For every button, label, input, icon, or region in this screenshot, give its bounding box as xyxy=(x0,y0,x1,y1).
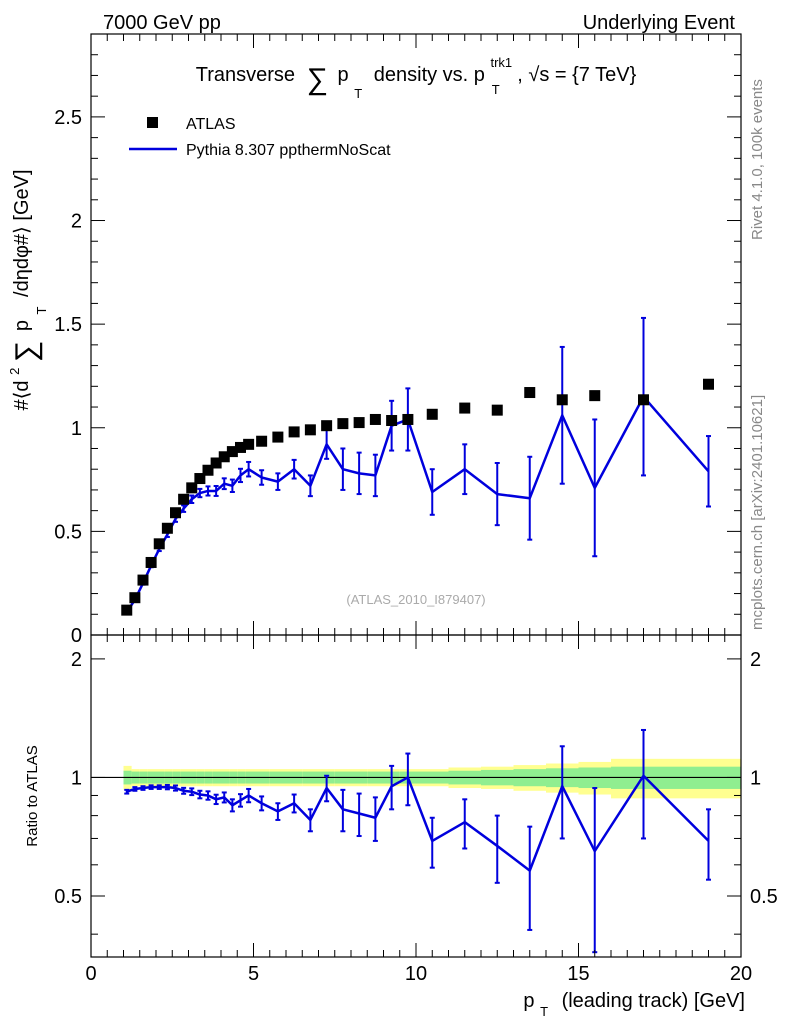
legend-atlas-marker xyxy=(147,117,158,128)
atlas-data-point xyxy=(129,592,141,604)
atlas-data-point xyxy=(459,402,471,414)
xlabel-rest: (leading track) [GeV] xyxy=(562,990,745,1012)
atlas-data-point xyxy=(121,604,133,616)
ratio-y-tick-label: 2 xyxy=(71,649,82,671)
x-tick-label: 20 xyxy=(730,963,752,985)
ratio-y-tick-labels: 0.5 0.5 1 1 2 2 xyxy=(54,649,778,908)
atlas-data-point xyxy=(202,464,214,476)
ratio-frame xyxy=(90,634,742,958)
atlas-data-point xyxy=(186,482,198,494)
atlas-data-point xyxy=(321,420,333,432)
pythia-line xyxy=(125,395,710,613)
x-tick-label: 10 xyxy=(405,963,427,985)
atlas-data-point xyxy=(386,415,398,427)
xlabel-p: p xyxy=(523,990,534,1012)
ratio-y-label: Ratio to ATLAS xyxy=(24,745,41,846)
rivet-label: Rivet 4.1.0, 100k events xyxy=(749,79,766,240)
ylabel-sup: 2 xyxy=(7,368,22,375)
title-sub-t2: T xyxy=(492,82,500,97)
atlas-data-point xyxy=(304,424,316,436)
ratio-panel: 0.5 0.5 1 1 2 2 0 5 10 15 20 Ratio to ATLAS p T (… xyxy=(24,634,778,1021)
atlas-data-point xyxy=(369,413,381,425)
ylabel-sum: ∑ xyxy=(10,341,43,362)
ratio-y-tick-label-right: 0.5 xyxy=(750,886,778,908)
atlas-data-point xyxy=(153,538,165,550)
x-axis-label: p T (leading track) [GeV] xyxy=(523,990,745,1021)
ratio-y-tick-label-right: 1 xyxy=(750,767,761,789)
x-tick-labels: 0 5 10 15 20 xyxy=(85,963,752,985)
main-y-label: #⟨d 2 ∑ p T /dηdφ#⟩ [GeV] xyxy=(2,169,51,410)
mcplots-label: mcplots.cern.ch [arXiv:2401.10621] xyxy=(749,395,766,630)
title-suffix: , √s = {7 TeV} xyxy=(517,64,636,86)
atlas-data-point xyxy=(524,387,536,399)
main-y-tick-label: 2.5 xyxy=(54,107,82,129)
atlas-data-point xyxy=(426,408,438,420)
ylabel-a: #⟨d xyxy=(11,380,33,410)
ratio-marks xyxy=(124,728,711,954)
atlas-data-point xyxy=(218,451,230,463)
atlas-data-point xyxy=(161,522,173,534)
title-prefix: Transverse xyxy=(196,64,295,86)
analysis-watermark: (ATLAS_2010_I879407) xyxy=(346,592,485,607)
main-title: Transverse ∑ p T density vs. p trk1 T , … xyxy=(196,50,637,103)
x-tick-label: 15 xyxy=(567,963,589,985)
atlas-data-point xyxy=(272,431,284,443)
legend-atlas-label: ATLAS xyxy=(186,116,236,133)
atlas-data-point xyxy=(145,556,157,568)
atlas-data-point xyxy=(178,493,190,505)
atlas-data-point xyxy=(402,413,414,425)
main-y-tick-label: 1.5 xyxy=(54,314,82,336)
atlas-data-point xyxy=(210,457,222,469)
main-panel: (ATLAS_2010_I879407) 0.5 1 1.5 2 2.5 0 Transv… xyxy=(2,33,742,647)
main-y-tick-label: 1 xyxy=(71,418,82,440)
atlas-data-point xyxy=(556,394,568,406)
title-mid: density vs. p xyxy=(374,64,485,86)
x-tick-label: 5 xyxy=(248,963,259,985)
ratio-bands xyxy=(91,758,741,799)
main-y-tick-labels: 0.5 1 1.5 2 2.5 0 xyxy=(54,107,82,647)
atlas-data-point xyxy=(703,378,714,390)
header-left: 7000 GeV pp xyxy=(103,12,221,34)
ratio-y-tick-label: 1 xyxy=(71,767,82,789)
atlas-data-point xyxy=(337,418,349,430)
ratio-y-tick-label-right: 2 xyxy=(750,649,761,671)
title-sup: trk1 xyxy=(490,55,512,70)
ylabel-p: p xyxy=(11,320,33,331)
atlas-data-point xyxy=(353,417,365,429)
x-tick-label: 0 xyxy=(85,963,96,985)
ylabel-sub: T xyxy=(34,306,49,314)
atlas-data-point xyxy=(226,446,238,458)
main-y-tick-label-zero: 0 xyxy=(71,625,82,647)
xlabel-sub: T xyxy=(540,1004,548,1019)
title-sub-t: T xyxy=(354,86,362,101)
atlas-data-point xyxy=(243,438,255,450)
atlas-data-point xyxy=(170,507,181,519)
atlas-data-point xyxy=(589,390,601,402)
ylabel-b: /dηdφ#⟩ [GeV] xyxy=(11,169,33,297)
legend-pythia-label: Pythia 8.307 ppthermNoScat xyxy=(186,142,391,159)
main-ticks xyxy=(90,33,742,636)
atlas-data-point xyxy=(137,574,149,586)
header-right: Underlying Event xyxy=(583,12,736,34)
atlas-data-point xyxy=(256,435,268,447)
title-p: p xyxy=(338,64,349,86)
legend: ATLAS Pythia 8.307 ppthermNoScat xyxy=(129,116,391,159)
atlas-data-point xyxy=(491,404,503,416)
atlas-data-point xyxy=(235,441,246,453)
main-y-tick-label: 0.5 xyxy=(54,521,82,543)
main-y-tick-label: 2 xyxy=(71,211,82,233)
atlas-data-point xyxy=(288,426,300,438)
atlas-data-point xyxy=(194,473,206,485)
main-marks xyxy=(121,316,714,616)
ratio-line xyxy=(126,774,710,872)
title-sum: ∑ xyxy=(307,63,328,96)
atlas-data-point xyxy=(638,394,649,406)
ratio-y-tick-label: 0.5 xyxy=(54,886,82,908)
